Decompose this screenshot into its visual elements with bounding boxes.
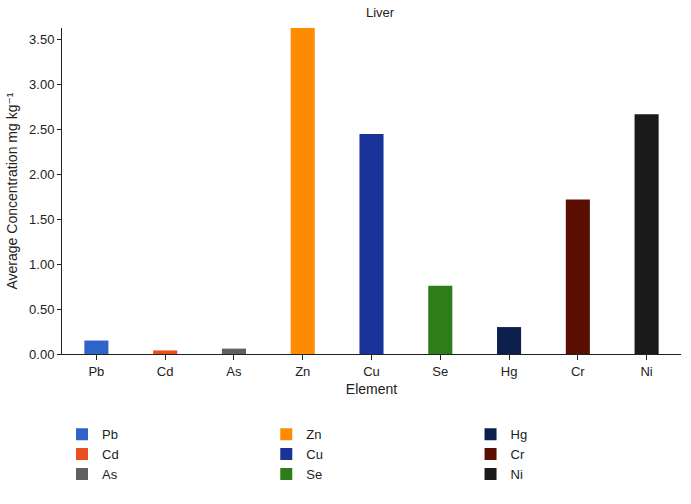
svg-text:1.00: 1.00 [29, 257, 54, 272]
svg-text:Hg: Hg [501, 364, 518, 379]
svg-text:Ni: Ni [640, 364, 652, 379]
svg-text:Cu: Cu [363, 364, 380, 379]
svg-text:Ni: Ni [511, 467, 523, 482]
svg-text:0.00: 0.00 [29, 347, 54, 362]
svg-text:Pb: Pb [102, 427, 118, 442]
svg-text:Cd: Cd [157, 364, 174, 379]
svg-text:Se: Se [306, 467, 322, 482]
svg-text:Cr: Cr [511, 447, 525, 462]
svg-text:2.00: 2.00 [29, 167, 54, 182]
svg-text:Cu: Cu [306, 447, 323, 462]
svg-text:2.50: 2.50 [29, 122, 54, 137]
svg-text:Cr: Cr [571, 364, 585, 379]
svg-text:Average Concentration mg kg⁻¹: Average Concentration mg kg⁻¹ [4, 92, 20, 289]
svg-text:Se: Se [432, 364, 448, 379]
svg-text:As: As [102, 467, 118, 482]
svg-text:Zn: Zn [295, 364, 310, 379]
svg-text:As: As [226, 364, 242, 379]
svg-text:Element: Element [346, 381, 397, 397]
svg-text:3.50: 3.50 [29, 32, 54, 47]
svg-text:1.50: 1.50 [29, 212, 54, 227]
svg-text:Cd: Cd [102, 447, 119, 462]
svg-text:0.50: 0.50 [29, 302, 54, 317]
svg-text:Zn: Zn [306, 427, 321, 442]
svg-text:3.00: 3.00 [29, 77, 54, 92]
svg-text:Hg: Hg [511, 427, 528, 442]
svg-text:Pb: Pb [88, 364, 104, 379]
svg-text:Liver: Liver [366, 5, 395, 20]
